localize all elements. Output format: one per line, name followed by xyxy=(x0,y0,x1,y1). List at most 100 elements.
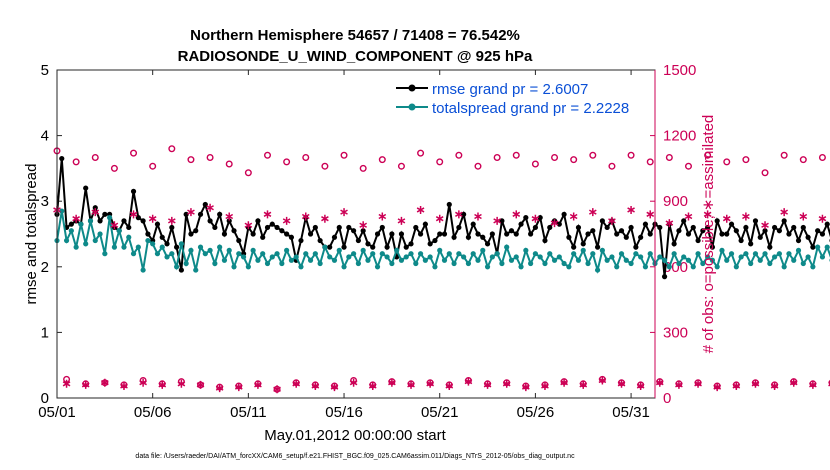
point-obs-assimilated xyxy=(321,214,329,223)
point-obs-possible xyxy=(110,164,118,172)
point-obs-assimilated xyxy=(234,383,243,392)
point-totalspread xyxy=(126,234,132,240)
point-rmse xyxy=(159,234,165,240)
footnote: data file: /Users/raeder/DAI/ATM_forcXX/… xyxy=(135,453,575,460)
point-obs-assimilated xyxy=(177,379,186,388)
point-rmse xyxy=(121,218,127,224)
point-rmse xyxy=(556,221,562,227)
point-obs-assimilated xyxy=(713,383,722,392)
point-rmse xyxy=(743,224,749,231)
point-rmse xyxy=(685,231,692,237)
point-obs-assimilated xyxy=(455,210,463,219)
y-right-tick-label: 300 xyxy=(663,324,688,341)
point-rmse xyxy=(154,221,161,227)
y-right-tick-label: 900 xyxy=(663,193,688,210)
point-obs-assimilated xyxy=(646,210,655,219)
point-totalspread xyxy=(508,257,515,263)
point-totalspread xyxy=(83,241,89,247)
point-totalspread xyxy=(217,244,223,250)
point-rmse xyxy=(571,244,577,250)
point-obs-possible xyxy=(436,158,444,166)
point-totalspread xyxy=(159,244,165,250)
point-totalspread xyxy=(647,251,653,257)
point-rmse xyxy=(733,228,739,234)
point-obs-assimilated xyxy=(330,383,339,392)
point-totalspread xyxy=(178,241,184,247)
point-rmse xyxy=(279,228,285,234)
point-obs-possible xyxy=(283,158,291,166)
point-rmse xyxy=(422,221,428,227)
point-rmse xyxy=(705,224,711,231)
point-rmse xyxy=(427,241,433,247)
point-rmse xyxy=(260,234,266,240)
point-totalspread xyxy=(307,257,314,263)
point-obs-assimilated xyxy=(101,378,109,387)
point-rmse xyxy=(140,218,146,224)
point-obs-assimilated xyxy=(675,380,683,389)
point-totalspread xyxy=(571,251,577,257)
point-rmse xyxy=(193,228,199,234)
point-obs-assimilated xyxy=(263,210,272,219)
point-rmse xyxy=(231,228,237,234)
point-rmse xyxy=(355,237,361,244)
point-rmse xyxy=(417,231,424,237)
point-obs-assimilated xyxy=(301,212,310,221)
point-obs-possible xyxy=(589,151,597,159)
point-rmse xyxy=(327,244,333,250)
point-obs-possible xyxy=(225,160,233,168)
point-totalspread xyxy=(638,254,644,260)
point-rmse xyxy=(217,211,223,217)
point-rmse xyxy=(446,201,452,208)
point-totalspread xyxy=(68,228,74,234)
point-rmse xyxy=(661,274,668,280)
point-rmse xyxy=(130,188,137,194)
point-totalspread xyxy=(705,254,711,260)
point-totalspread xyxy=(489,254,495,260)
point-totalspread xyxy=(762,251,768,257)
point-rmse xyxy=(408,241,414,247)
point-totalspread xyxy=(561,260,567,267)
point-obs-assimilated xyxy=(550,219,559,228)
point-totalspread xyxy=(264,260,271,267)
point-totalspread xyxy=(599,247,605,253)
point-obs-assimilated xyxy=(311,381,320,390)
point-obs-assimilated xyxy=(416,205,425,214)
point-obs-assimilated xyxy=(608,216,616,225)
x-tick-label: 05/06 xyxy=(134,404,172,421)
point-rmse xyxy=(341,244,347,250)
point-totalspread xyxy=(748,260,754,267)
point-rmse xyxy=(504,231,510,237)
point-rmse xyxy=(441,231,448,237)
point-obs-assimilated xyxy=(751,379,760,388)
point-obs-possible xyxy=(397,162,405,170)
point-rmse xyxy=(331,234,338,240)
point-totalspread xyxy=(341,264,347,270)
point-totalspread xyxy=(642,264,649,270)
point-totalspread xyxy=(164,254,170,260)
point-rmse xyxy=(580,241,586,247)
point-obs-possible xyxy=(474,162,482,170)
point-rmse xyxy=(480,234,486,240)
point-rmse xyxy=(575,224,582,231)
point-rmse xyxy=(518,221,524,227)
point-totalspread xyxy=(590,251,596,257)
point-rmse xyxy=(174,244,180,250)
point-totalspread xyxy=(245,264,251,270)
point-obs-assimilated xyxy=(617,379,626,388)
point-totalspread xyxy=(269,254,275,260)
point-rmse xyxy=(690,224,696,231)
y-left-tick-label: 5 xyxy=(41,62,49,79)
point-totalspread xyxy=(355,260,361,267)
point-totalspread xyxy=(767,260,773,267)
point-obs-assimilated xyxy=(292,379,301,388)
point-obs-assimilated xyxy=(474,212,482,221)
point-totalspread xyxy=(819,254,826,260)
point-totalspread xyxy=(240,254,247,260)
point-obs-assimilated xyxy=(81,380,90,389)
point-rmse xyxy=(288,234,295,240)
point-rmse xyxy=(398,231,405,237)
point-totalspread xyxy=(690,264,696,270)
point-rmse xyxy=(317,237,323,244)
point-totalspread xyxy=(212,260,218,267)
point-rmse xyxy=(102,211,108,217)
